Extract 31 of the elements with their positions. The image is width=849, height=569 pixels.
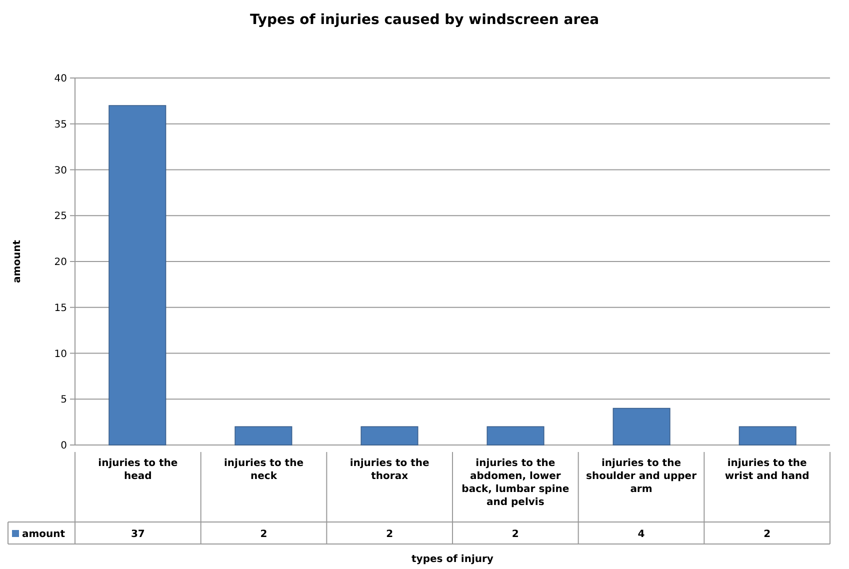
x-tick-label: injuries to the shoulder and upper arm <box>586 458 697 495</box>
y-tick-label: 0 <box>60 440 67 452</box>
y-tick-label: 25 <box>54 211 67 222</box>
y-tick-label: 20 <box>54 257 67 268</box>
data-label: 4 <box>638 529 645 540</box>
chart-title: Types of injuries caused by windscreen area <box>250 12 600 28</box>
y-axis-title: amount <box>12 240 23 284</box>
bar <box>486 426 544 446</box>
x-tick-label: injuries to the abdomen, lower back, lumbar spine and pelvis <box>462 458 570 508</box>
bar <box>108 105 166 446</box>
y-tick-label: 30 <box>54 165 67 176</box>
x-tick-label: injuries to the thorax <box>350 458 430 482</box>
bar <box>234 426 292 446</box>
bar <box>360 426 418 446</box>
data-label: 2 <box>386 529 394 540</box>
y-tick-label: 15 <box>54 302 67 314</box>
x-tick-label: injuries to the wrist and hand <box>724 458 810 482</box>
bar <box>612 408 670 446</box>
y-tick-label: 5 <box>60 394 67 406</box>
x-axis-title: types of injury <box>412 554 494 565</box>
x-tick-label: injuries to the neck <box>224 458 304 482</box>
data-label: 2 <box>260 529 268 540</box>
data-label: 37 <box>130 529 145 540</box>
bar <box>738 426 796 446</box>
data-label: 2 <box>512 529 519 540</box>
y-tick-label: 10 <box>54 348 67 360</box>
legend-label: amount <box>22 529 66 540</box>
y-tick-label: 35 <box>54 119 67 130</box>
y-tick-label: 40 <box>54 74 67 84</box>
x-tick-label: injuries to the head <box>98 458 178 482</box>
data-label: 2 <box>764 529 771 540</box>
